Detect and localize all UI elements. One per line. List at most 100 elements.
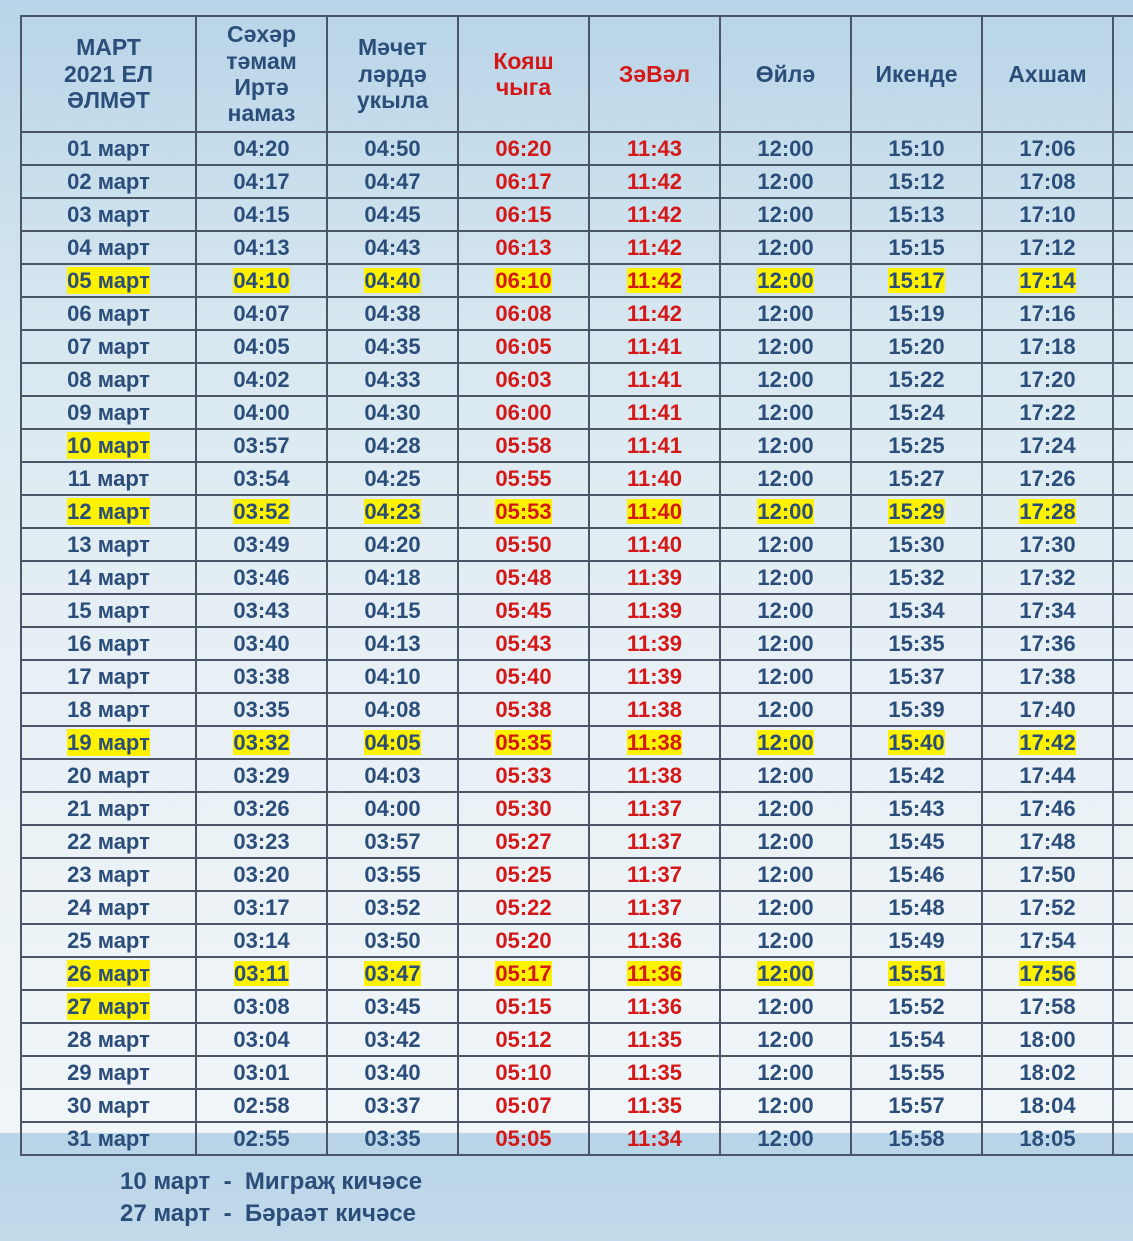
time-cell: 12:00 <box>720 1122 851 1155</box>
time-cell: 12:00 <box>720 924 851 957</box>
time-cell: 06:08 <box>458 297 589 330</box>
time-cell: 03:01 <box>196 1056 327 1089</box>
time-cell: 03:40 <box>196 627 327 660</box>
table-row: 06 март04:0704:3806:0811:4212:0015:1917:… <box>21 297 1133 330</box>
table-row: 25 март03:1403:5005:2011:3612:0015:4917:… <box>21 924 1133 957</box>
time-cell: 19:17 <box>1113 627 1133 660</box>
time-cell: 15:45 <box>851 825 982 858</box>
time-cell: 04:47 <box>327 165 458 198</box>
time-cell: 19:34 <box>1113 891 1133 924</box>
time-cell: 19:14 <box>1113 594 1133 627</box>
time-cell: 04:23 <box>327 495 458 528</box>
time-cell: 11:39 <box>589 660 720 693</box>
time-cell: 15:55 <box>851 1056 982 1089</box>
time-cell: 17:58 <box>982 990 1113 1023</box>
table-row: 16 март03:4004:1305:4311:3912:0015:3517:… <box>21 627 1133 660</box>
time-cell: 17:30 <box>982 528 1113 561</box>
time-cell: 03:35 <box>196 693 327 726</box>
time-cell: 03:14 <box>196 924 327 957</box>
time-cell: 04:17 <box>196 165 327 198</box>
time-cell: 12:00 <box>720 429 851 462</box>
time-cell: 03:45 <box>327 990 458 1023</box>
time-cell: 17:18 <box>982 330 1113 363</box>
time-cell: 12:00 <box>720 792 851 825</box>
time-cell: 15:34 <box>851 594 982 627</box>
time-cell: 15:49 <box>851 924 982 957</box>
time-cell: 03:57 <box>327 825 458 858</box>
time-cell: 04:25 <box>327 462 458 495</box>
time-cell: 06:10 <box>458 264 589 297</box>
time-cell: 15:51 <box>851 957 982 990</box>
header-col-1: СәхәртәмамИртәнамаз <box>196 16 327 132</box>
time-cell: 05:38 <box>458 693 589 726</box>
time-cell: 17:56 <box>982 957 1113 990</box>
date-cell: 03 март <box>21 198 196 231</box>
time-cell: 15:19 <box>851 297 982 330</box>
header-col-7: Ахшам <box>982 16 1113 132</box>
table-body: 01 март04:2004:5006:2011:4312:0015:1017:… <box>21 132 1133 1155</box>
date-cell: 25 март <box>21 924 196 957</box>
time-cell: 19:23 <box>1113 726 1133 759</box>
time-cell: 12:00 <box>720 363 851 396</box>
table-row: 23 март03:2003:5505:2511:3712:0015:4617:… <box>21 858 1133 891</box>
time-cell: 03:23 <box>196 825 327 858</box>
time-cell: 19:25 <box>1113 759 1133 792</box>
time-cell: 11:36 <box>589 957 720 990</box>
time-cell: 12:00 <box>720 990 851 1023</box>
time-cell: 17:10 <box>982 198 1113 231</box>
date-cell: 04 март <box>21 231 196 264</box>
time-cell: 12:00 <box>720 198 851 231</box>
time-cell: 05:43 <box>458 627 589 660</box>
time-cell: 11:35 <box>589 1089 720 1122</box>
date-cell: 16 март <box>21 627 196 660</box>
header-col-2: Мәчетләрдәукыла <box>327 16 458 132</box>
time-cell: 05:48 <box>458 561 589 594</box>
time-cell: 17:08 <box>982 165 1113 198</box>
table-row: 18 март03:3504:0805:3811:3812:0015:3917:… <box>21 693 1133 726</box>
header-col-8: Ястү <box>1113 16 1133 132</box>
time-cell: 17:38 <box>982 660 1113 693</box>
time-cell: 05:40 <box>458 660 589 693</box>
time-cell: 18:00 <box>982 1023 1113 1056</box>
date-cell: 09 март <box>21 396 196 429</box>
time-cell: 17:24 <box>982 429 1113 462</box>
time-cell: 11:41 <box>589 429 720 462</box>
time-cell: 17:26 <box>982 462 1113 495</box>
time-cell: 04:08 <box>327 693 458 726</box>
time-cell: 11:37 <box>589 825 720 858</box>
time-cell: 11:34 <box>589 1122 720 1155</box>
table-row: 28 март03:0403:4205:1211:3512:0015:5418:… <box>21 1023 1133 1056</box>
time-cell: 17:42 <box>982 726 1113 759</box>
time-cell: 12:00 <box>720 330 851 363</box>
table-row: 01 март04:2004:5006:2011:4312:0015:1017:… <box>21 132 1133 165</box>
time-cell: 03:35 <box>327 1122 458 1155</box>
table-row: 29 март03:0103:4005:1011:3512:0015:5518:… <box>21 1056 1133 1089</box>
time-cell: 04:13 <box>327 627 458 660</box>
time-cell: 15:37 <box>851 660 982 693</box>
time-cell: 17:36 <box>982 627 1113 660</box>
table-row: 05 март04:1004:4006:1011:4212:0015:1717:… <box>21 264 1133 297</box>
time-cell: 06:05 <box>458 330 589 363</box>
date-cell: 11 март <box>21 462 196 495</box>
time-cell: 18:05 <box>982 1122 1113 1155</box>
time-cell: 12:00 <box>720 594 851 627</box>
time-cell: 17:32 <box>982 561 1113 594</box>
date-cell: 27 март <box>21 990 196 1023</box>
time-cell: 15:15 <box>851 231 982 264</box>
time-cell: 19:12 <box>1113 561 1133 594</box>
date-cell: 26 март <box>21 957 196 990</box>
date-cell: 28 март <box>21 1023 196 1056</box>
time-cell: 18:51 <box>1113 231 1133 264</box>
time-cell: 05:35 <box>458 726 589 759</box>
time-cell: 17:28 <box>982 495 1113 528</box>
table-row: 30 март02:5803:3705:0711:3512:0015:5718:… <box>21 1089 1133 1122</box>
time-cell: 03:47 <box>327 957 458 990</box>
time-cell: 04:07 <box>196 297 327 330</box>
date-cell: 17 март <box>21 660 196 693</box>
table-row: 22 март03:2303:5705:2711:3712:0015:4517:… <box>21 825 1133 858</box>
time-cell: 11:42 <box>589 264 720 297</box>
time-cell: 15:12 <box>851 165 982 198</box>
time-cell: 18:02 <box>982 1056 1113 1089</box>
footer-line: 27 март - Бәраәт кичәсе <box>120 1198 1113 1230</box>
time-cell: 19:02 <box>1113 396 1133 429</box>
